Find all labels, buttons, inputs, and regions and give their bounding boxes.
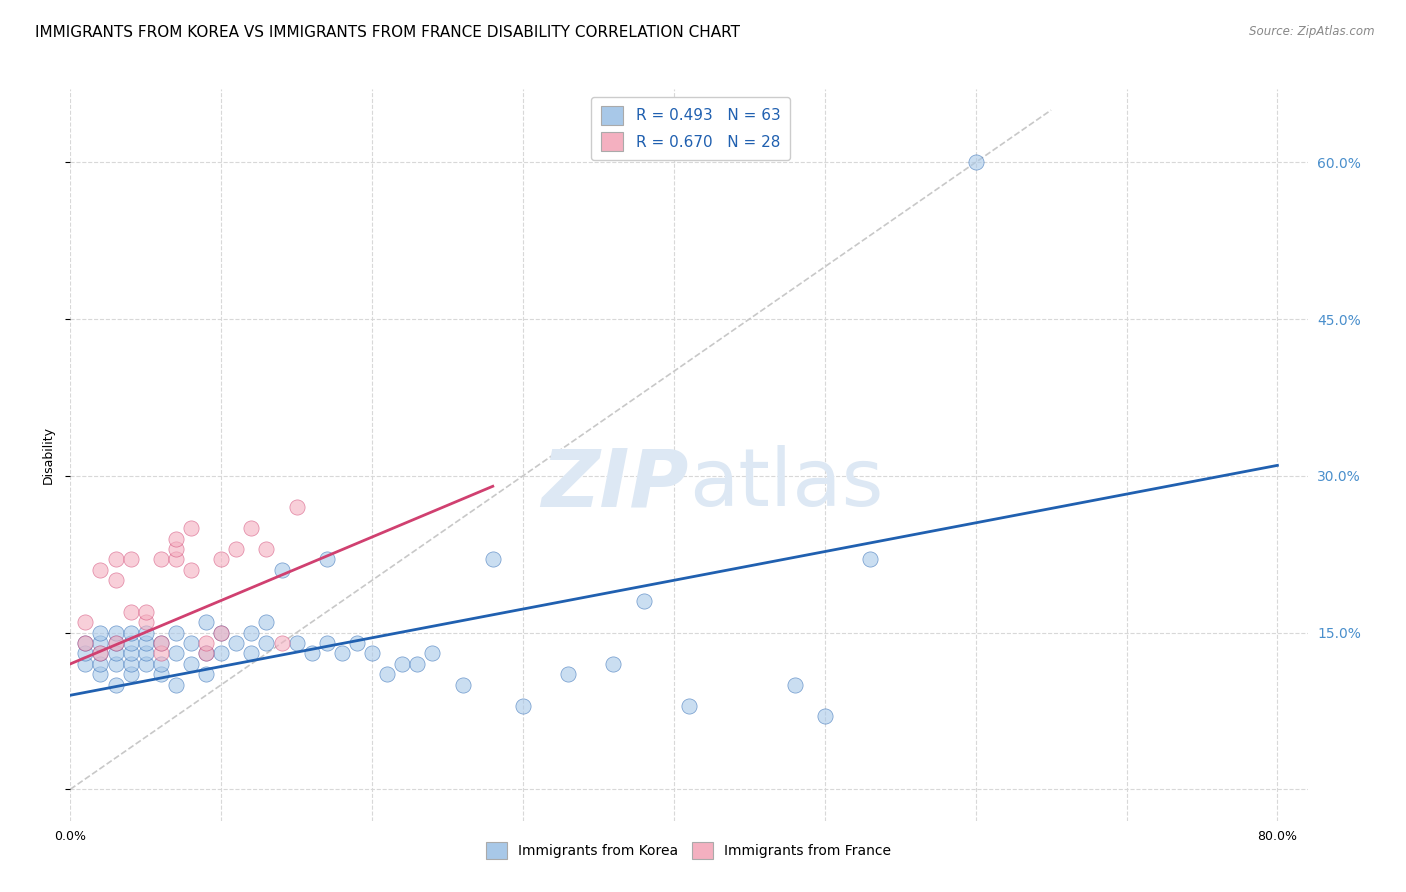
Point (285, 636, 308, 650)
Legend: Immigrants from Korea, Immigrants from France: Immigrants from Korea, Immigrants from F… (481, 837, 897, 865)
Point (104, 574, 127, 588)
Point (149, 552, 172, 566)
Point (180, 563, 202, 577)
Point (270, 636, 292, 650)
Point (75, 636, 97, 650)
Point (180, 521, 202, 535)
Point (512, 698, 534, 713)
Point (180, 636, 202, 650)
Point (481, 552, 503, 566)
Point (391, 657, 413, 671)
Point (209, 647, 232, 661)
Point (135, 636, 157, 650)
Point (149, 657, 172, 671)
Text: atlas: atlas (689, 445, 883, 524)
Point (149, 667, 172, 681)
Point (135, 615, 157, 629)
Point (225, 541, 247, 556)
Point (75, 636, 97, 650)
Point (89, 636, 111, 650)
Text: ZIP: ZIP (541, 445, 689, 524)
Point (195, 615, 218, 629)
Point (406, 657, 429, 671)
Point (965, 155, 987, 169)
Point (75, 615, 97, 629)
Point (195, 636, 218, 650)
Point (346, 636, 368, 650)
Point (165, 552, 187, 566)
Point (165, 625, 187, 640)
Point (225, 636, 247, 650)
Point (602, 657, 624, 671)
Point (104, 636, 127, 650)
Point (165, 678, 187, 692)
Point (149, 636, 172, 650)
Point (783, 678, 806, 692)
Point (301, 647, 323, 661)
Point (89, 625, 111, 640)
Point (149, 647, 172, 661)
Text: Source: ZipAtlas.com: Source: ZipAtlas.com (1250, 25, 1375, 38)
Point (256, 615, 278, 629)
Point (104, 678, 127, 692)
Point (315, 636, 337, 650)
Point (89, 657, 111, 671)
Point (120, 625, 142, 640)
Point (270, 563, 292, 577)
Point (89, 563, 111, 577)
Point (120, 647, 142, 661)
Point (75, 657, 97, 671)
Point (633, 594, 655, 608)
Point (361, 647, 384, 661)
Point (256, 541, 278, 556)
Point (209, 625, 232, 640)
Point (180, 657, 202, 671)
Point (195, 667, 218, 681)
Point (89, 647, 111, 661)
Point (149, 636, 172, 650)
Y-axis label: Disability: Disability (42, 425, 55, 484)
Point (240, 625, 263, 640)
Point (135, 625, 157, 640)
Point (256, 636, 278, 650)
Point (120, 657, 142, 671)
Point (89, 647, 111, 661)
Point (285, 500, 308, 515)
Point (75, 647, 97, 661)
Point (195, 647, 218, 661)
Point (120, 667, 142, 681)
Point (330, 647, 353, 661)
Point (104, 552, 127, 566)
Point (375, 667, 398, 681)
Point (104, 625, 127, 640)
Point (209, 625, 232, 640)
Point (135, 605, 157, 619)
Point (678, 698, 700, 713)
Point (165, 647, 187, 661)
Point (165, 532, 187, 546)
Point (315, 552, 337, 566)
Point (104, 657, 127, 671)
Point (422, 647, 444, 661)
Point (135, 657, 157, 671)
Point (195, 647, 218, 661)
Point (89, 667, 111, 681)
Point (451, 678, 474, 692)
Point (120, 636, 142, 650)
Point (165, 541, 187, 556)
Point (240, 647, 263, 661)
Point (209, 552, 232, 566)
Point (104, 636, 127, 650)
Point (240, 521, 263, 535)
Point (557, 667, 579, 681)
Text: IMMIGRANTS FROM KOREA VS IMMIGRANTS FROM FRANCE DISABILITY CORRELATION CHART: IMMIGRANTS FROM KOREA VS IMMIGRANTS FROM… (35, 25, 740, 40)
Point (814, 709, 837, 723)
Point (120, 552, 142, 566)
Point (104, 647, 127, 661)
Point (120, 605, 142, 619)
Point (135, 647, 157, 661)
Point (859, 552, 882, 566)
